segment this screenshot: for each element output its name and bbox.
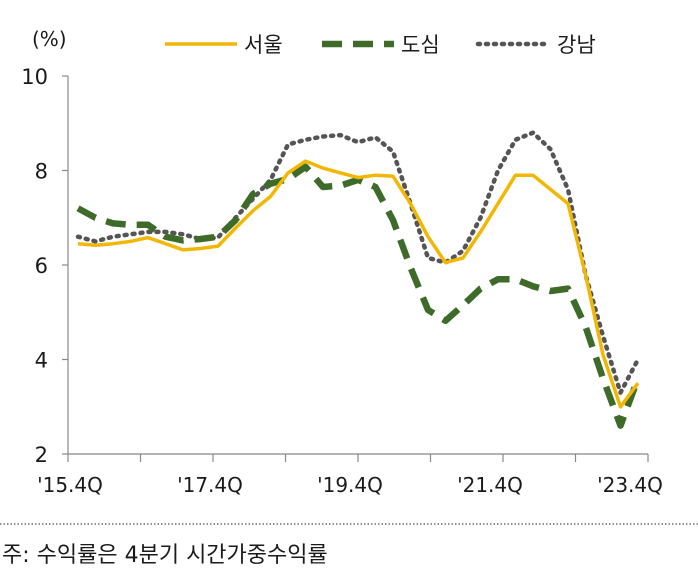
y-axis-unit: (%) [32, 27, 67, 51]
x-tick-label: '17.4Q [177, 473, 243, 497]
footnote: 주: 수익률은 4분기 시간가중수익률 [2, 543, 328, 568]
y-tick-label: 6 [35, 254, 48, 278]
x-tick-label: '21.4Q [457, 473, 523, 497]
legend: 서울 도심 강남 [165, 33, 596, 57]
x-tick-label: '15.4Q [37, 473, 103, 497]
series-line-dashed [76, 163, 642, 429]
series-line-dotted [75, 130, 641, 395]
y-tick-label: 10 [21, 65, 48, 89]
legend-label: 도심 [401, 33, 440, 57]
x-tick-label: '23.4Q [597, 473, 663, 497]
plot-area [75, 130, 642, 429]
x-tick-label: '19.4Q [317, 473, 383, 497]
legend-label: 강남 [557, 33, 596, 57]
y-tick-label: 8 [35, 160, 48, 184]
y-tick-label: 2 [35, 443, 48, 467]
axes: 2 4 6 8 10 '15.4Q '17.4Q '19.4Q '21.4Q '23.4Q [21, 65, 663, 497]
series-line-solid [77, 159, 640, 409]
y-tick-label: 4 [35, 349, 48, 373]
legend-label: 서울 [244, 33, 283, 57]
